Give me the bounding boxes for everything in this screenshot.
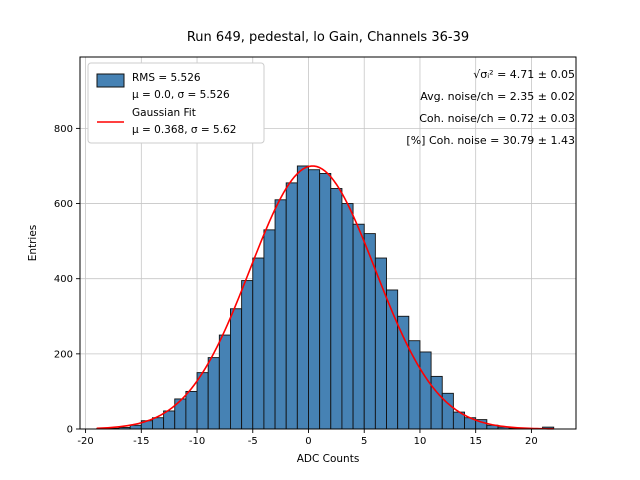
svg-text:5: 5: [361, 436, 367, 447]
svg-text:-5: -5: [248, 436, 258, 447]
x-axis-label: ADC Counts: [297, 453, 360, 465]
svg-text:400: 400: [54, 274, 73, 285]
svg-text:-10: -10: [189, 436, 205, 447]
y-axis-ticks: 0 200 400 600 800: [54, 124, 80, 436]
annotation-block: √σᵢ² = 4.71 ± 0.05 Avg. noise/ch = 2.35 …: [406, 68, 575, 147]
legend-label-hist-musigma: μ = 0.0, σ = 5.526: [132, 89, 230, 101]
svg-text:0: 0: [67, 425, 73, 436]
annotation-sigma: √σᵢ² = 4.71 ± 0.05: [473, 68, 575, 81]
svg-text:600: 600: [54, 199, 73, 210]
svg-text:20: 20: [525, 436, 538, 447]
axes-frame: [79, 56, 577, 430]
legend-label-gaussian-fit: Gaussian Fit: [132, 107, 196, 119]
chart-title: Run 649, pedestal, lo Gain, Channels 36-…: [187, 30, 469, 45]
svg-text:200: 200: [54, 349, 73, 360]
svg-text:800: 800: [54, 124, 73, 135]
svg-text:15: 15: [469, 436, 482, 447]
legend-histogram-swatch: [96, 73, 125, 88]
histogram-bars: [96, 165, 555, 430]
svg-text:-15: -15: [133, 436, 149, 447]
annotation-coh-noise-pct: [%] Coh. noise = 30.79 ± 1.43: [406, 134, 575, 147]
annotation-coh-noise: Coh. noise/ch = 0.72 ± 0.03: [419, 112, 575, 125]
svg-text:10: 10: [414, 436, 427, 447]
legend-box: [87, 62, 265, 144]
legend-label-rms: RMS = 5.526: [132, 72, 201, 84]
y-axis-label: Entries: [27, 225, 39, 262]
svg-text:-20: -20: [77, 436, 93, 447]
x-axis-ticks: -20 -15 -10 -5 0 5 10 15 20: [77, 429, 538, 447]
legend: RMS = 5.526 μ = 0.0, σ = 5.526 Gaussian …: [87, 62, 265, 144]
legend-label-fit-musigma: μ = 0.368, σ = 5.62: [132, 124, 236, 136]
annotation-avg-noise: Avg. noise/ch = 2.35 ± 0.02: [420, 90, 575, 103]
svg-text:0: 0: [305, 436, 311, 447]
gaussian-fit-line: [96, 165, 554, 430]
